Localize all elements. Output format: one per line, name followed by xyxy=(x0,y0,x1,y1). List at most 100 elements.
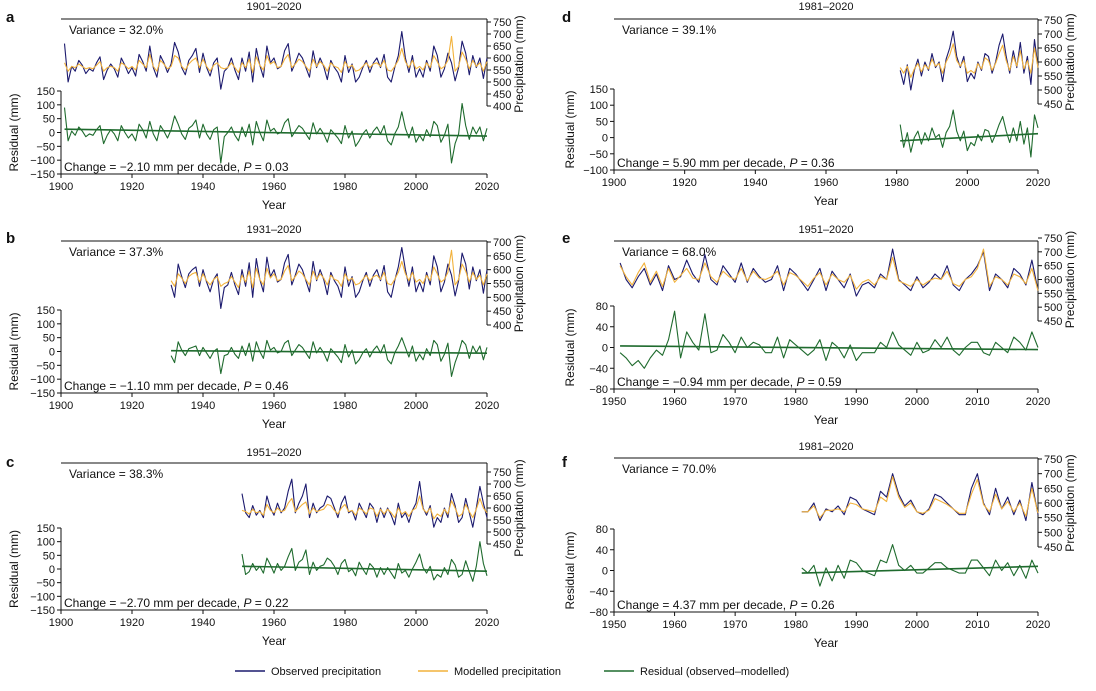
panel-letter: e xyxy=(562,230,570,247)
residual-line xyxy=(241,541,488,582)
right-tick-label: 600 xyxy=(493,53,511,65)
x-tick-label: 2000 xyxy=(404,181,428,193)
modelled-precipitation-line xyxy=(619,248,1039,291)
x-axis-title: Year xyxy=(814,194,838,208)
right-tick-label: 550 xyxy=(1044,288,1062,300)
p-value: = 0.22 xyxy=(251,596,288,610)
right-tick-label: 500 xyxy=(1044,527,1062,539)
right-tick-label: 450 xyxy=(1044,542,1062,554)
legend: Observed precipitation Modelled precipita… xyxy=(235,666,789,678)
right-tick-label: 750 xyxy=(1044,454,1062,466)
left-tick-label: 0 xyxy=(49,347,55,359)
x-tick-label: 1980 xyxy=(884,177,908,189)
left-tick-label: 0 xyxy=(49,128,55,140)
x-tick-label: 2000 xyxy=(955,177,979,189)
left-tick-label: 0 xyxy=(49,564,55,576)
right-tick-label: 750 xyxy=(1044,15,1062,27)
left-tick-label: −80 xyxy=(589,384,608,396)
right-tick-label: 450 xyxy=(1044,316,1062,328)
right-axis-title: Precipitation (mm) xyxy=(1063,454,1077,551)
left-tick-label: 80 xyxy=(596,524,608,536)
left-tick-label: −100 xyxy=(30,155,55,167)
left-tick-label: 0 xyxy=(602,133,608,145)
left-tick-label: 100 xyxy=(590,100,608,112)
x-tick-label: 1950 xyxy=(602,396,626,408)
x-tick-label: 1970 xyxy=(723,619,747,631)
right-tick-label: 550 xyxy=(493,279,511,291)
x-tick-label: 2000 xyxy=(905,396,929,408)
x-tick-label: 1920 xyxy=(120,617,144,629)
x-axis-title: Year xyxy=(814,413,838,427)
left-tick-label: −50 xyxy=(36,578,55,590)
x-tick-label: 1980 xyxy=(783,396,807,408)
change-text: Change = −1.10 mm per decade, xyxy=(64,379,243,393)
residual-trend-line xyxy=(171,349,488,354)
right-tick-label: 700 xyxy=(493,29,511,41)
left-axis-title: Residual (mm) xyxy=(7,93,21,171)
observed-precipitation-line xyxy=(899,30,1039,91)
modelled-precipitation-line xyxy=(63,35,488,73)
p-label: P xyxy=(243,596,251,610)
legend-label-modelled: Modelled precipitation xyxy=(454,666,561,678)
panel-title: 1931–2020 xyxy=(246,224,301,236)
left-tick-label: 50 xyxy=(596,116,608,128)
change-text: Change = −2.70 mm per decade, xyxy=(64,596,243,610)
right-tick-label: 550 xyxy=(493,515,511,527)
residual-trend-line xyxy=(64,128,488,137)
right-tick-label: 650 xyxy=(493,251,511,263)
left-tick-label: 100 xyxy=(37,537,55,549)
right-tick-label: 600 xyxy=(1044,57,1062,69)
x-tick-label: 2020 xyxy=(475,617,499,629)
x-tick-label: 2000 xyxy=(404,400,428,412)
change-text: Change = −0.94 mm per decade, xyxy=(617,375,796,389)
left-tick-label: 50 xyxy=(43,114,55,126)
right-axis-title: Precipitation (mm) xyxy=(1063,13,1077,110)
left-tick-label: −150 xyxy=(30,169,55,181)
p-label: P xyxy=(243,379,251,393)
residual-line xyxy=(899,109,1039,158)
x-tick-label: 1900 xyxy=(49,400,73,412)
change-text: Change = 5.90 mm per decade, xyxy=(617,156,789,170)
panel-letter: a xyxy=(6,9,15,26)
left-tick-label: −50 xyxy=(36,360,55,372)
right-axis-title: Precipitation (mm) xyxy=(512,235,526,332)
observed-precipitation-line xyxy=(63,31,488,90)
left-axis-title: Residual (mm) xyxy=(7,530,21,608)
p-label: P xyxy=(789,598,797,612)
right-tick-label: 400 xyxy=(493,320,511,332)
residual-line xyxy=(619,310,1039,369)
change-text: Change = 4.37 mm per decade, xyxy=(617,598,789,612)
x-tick-label: 2020 xyxy=(1026,396,1050,408)
panel-title: 1951–2020 xyxy=(798,224,853,236)
x-tick-label: 1960 xyxy=(662,619,686,631)
x-tick-label: 1980 xyxy=(333,181,357,193)
panel-title: 1981–2020 xyxy=(798,441,853,453)
residual-line xyxy=(63,102,488,164)
x-tick-label: 2020 xyxy=(1026,619,1050,631)
right-tick-label: 750 xyxy=(493,17,511,29)
right-tick-label: 600 xyxy=(493,503,511,515)
x-tick-label: 1990 xyxy=(844,396,868,408)
right-tick-label: 450 xyxy=(493,306,511,318)
left-tick-label: −100 xyxy=(30,591,55,603)
right-tick-label: 700 xyxy=(1044,29,1062,41)
right-tick-label: 700 xyxy=(1044,247,1062,259)
left-tick-label: 150 xyxy=(37,523,55,535)
modelled-precipitation-line xyxy=(801,476,1039,519)
left-tick-label: −40 xyxy=(589,586,608,598)
left-axis-title: Residual (mm) xyxy=(563,531,577,609)
left-tick-label: 0 xyxy=(602,566,608,578)
x-axis-title: Year xyxy=(262,198,286,212)
left-tick-label: −150 xyxy=(30,388,55,400)
panel-letter: f xyxy=(562,454,568,471)
left-tick-label: −150 xyxy=(30,605,55,617)
variance-annotation: Variance = 39.1% xyxy=(622,23,717,37)
right-tick-label: 600 xyxy=(493,265,511,277)
p-value: = 0.46 xyxy=(251,379,288,393)
right-tick-label: 400 xyxy=(493,101,511,113)
left-tick-label: 100 xyxy=(37,319,55,331)
left-tick-label: 100 xyxy=(37,100,55,112)
change-annotation: Change = −2.70 mm per decade, P = 0.22 xyxy=(64,596,289,610)
